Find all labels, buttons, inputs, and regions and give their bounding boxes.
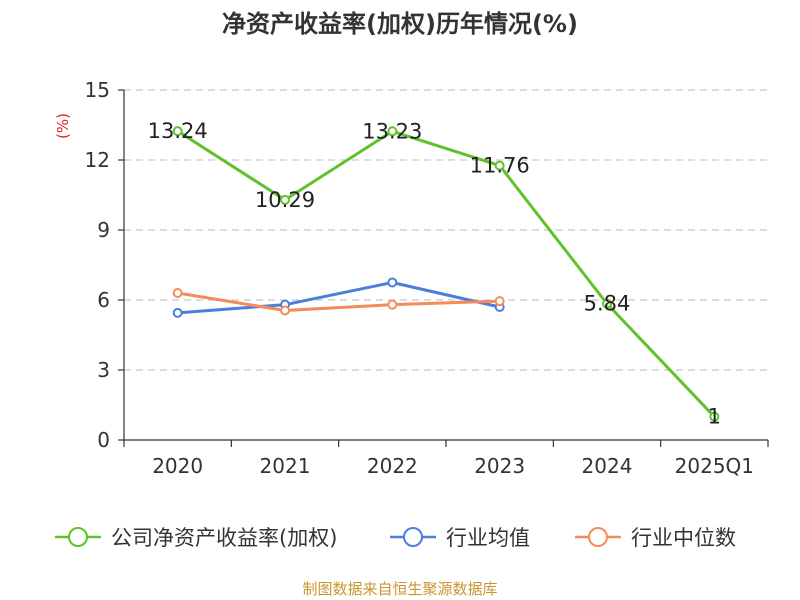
series-group — [172, 126, 720, 422]
data-label: 1 — [708, 405, 721, 429]
data-point[interactable] — [172, 126, 183, 137]
data-labels: 13.24 10.29 13.23 11.76 5.84 1 — [148, 119, 721, 429]
legend-item[interactable]: 行业均值 — [390, 526, 530, 550]
data-point[interactable] — [280, 194, 290, 205]
data-label: 10.29 — [255, 188, 315, 212]
data-label: 11.76 — [470, 154, 530, 178]
data-label: 13.24 — [148, 119, 208, 143]
data-point[interactable] — [387, 299, 398, 310]
legend-label: 行业均值 — [446, 526, 530, 550]
x-tick-label: 2025Q1 — [675, 454, 754, 478]
y-tick-label: 0 — [97, 428, 110, 452]
data-label: 13.23 — [362, 119, 422, 143]
x-tick-label: 2023 — [474, 454, 525, 478]
data-point[interactable] — [602, 298, 612, 309]
x-tick-label: 2022 — [367, 454, 418, 478]
data-point[interactable] — [172, 307, 183, 318]
x-tick-label: 2021 — [260, 454, 311, 478]
legend: 公司净资产收益率(加权) 行业均值 行业中位数 — [55, 526, 736, 550]
x-tick-label: 2020 — [152, 454, 203, 478]
data-point[interactable] — [494, 296, 505, 307]
chart-title: 净资产收益率(加权)历年情况(%) — [222, 10, 578, 38]
legend-marker — [68, 527, 88, 547]
x-tick-label: 2024 — [582, 454, 633, 478]
data-point[interactable] — [709, 411, 720, 422]
legend-item[interactable]: 行业中位数 — [575, 526, 736, 550]
y-tick-label: 15 — [85, 78, 110, 102]
legend-label: 行业中位数 — [631, 526, 736, 550]
y-tick-label: 3 — [97, 358, 110, 382]
legend-item[interactable]: 公司净资产收益率(加权) — [55, 526, 337, 550]
legend-marker — [403, 527, 423, 547]
data-point[interactable] — [387, 277, 398, 288]
data-point[interactable] — [387, 126, 398, 137]
series-line-2 — [177, 291, 500, 312]
data-label: 5.84 — [584, 292, 631, 316]
series-line-0 — [176, 129, 716, 418]
axes: 0 3 6 9 12 15 2020 2021 2022 2023 2024 2025Q1 — [85, 78, 769, 478]
legend-marker — [588, 527, 608, 547]
data-point[interactable] — [280, 305, 290, 316]
y-tick-label: 12 — [85, 148, 110, 172]
data-point[interactable] — [494, 160, 505, 171]
y-axis-unit-label: (%) — [54, 113, 72, 139]
source-note: 制图数据来自恒生聚源数据库 — [302, 580, 498, 598]
series-line-1 — [177, 281, 501, 315]
grid-lines — [124, 89, 768, 371]
y-tick-label: 6 — [97, 288, 110, 312]
data-point[interactable] — [172, 288, 183, 298]
y-tick-label: 9 — [97, 218, 110, 242]
legend-label: 公司净资产收益率(加权) — [111, 526, 337, 550]
